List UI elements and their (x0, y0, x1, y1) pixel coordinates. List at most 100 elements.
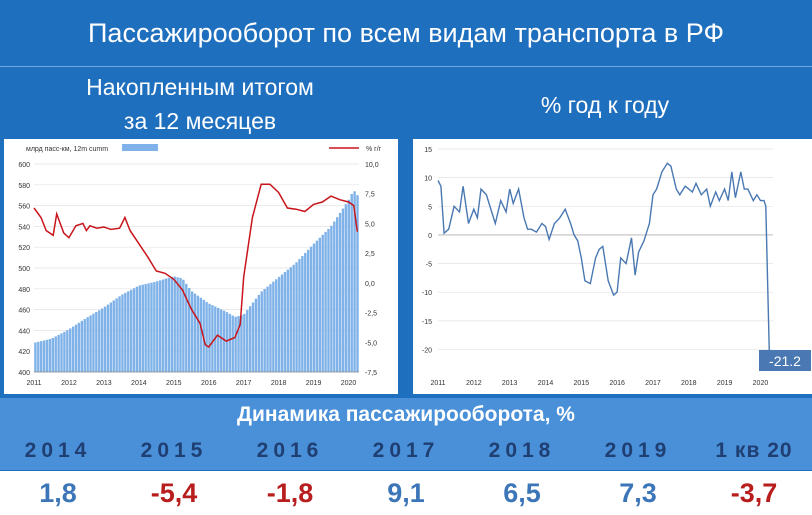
bar (132, 288, 136, 372)
y-tick-label: 560 (18, 204, 30, 211)
bar (205, 301, 208, 372)
bar (275, 279, 278, 372)
bar (69, 328, 72, 372)
dynamics-values-row: 1,8 -5,4 -1,8 9,1 6,5 7,3 -3,7 (0, 471, 812, 515)
x-tick-label: 2011 (26, 380, 41, 387)
right-subtitle: % год к году (540, 92, 670, 118)
bar (231, 315, 234, 372)
bar (190, 291, 194, 372)
legend-line-label: % г/г (366, 146, 382, 153)
bar (150, 282, 153, 372)
x-tick-label: 2013 (96, 380, 112, 387)
bar (324, 231, 327, 372)
y-tick-label: 600 (18, 162, 30, 169)
bar (301, 256, 304, 372)
last-value-label: -21.2 (769, 353, 801, 369)
bar (118, 296, 121, 372)
value-cell: 7,3 (619, 478, 657, 508)
x-tick-label: 2017 (645, 380, 661, 387)
bar (63, 331, 66, 372)
y-tick-label: 500 (18, 266, 30, 273)
bar (103, 306, 107, 372)
bar (318, 237, 321, 372)
bar (60, 333, 63, 372)
bar (51, 337, 55, 372)
bar (127, 291, 130, 372)
bar (156, 281, 159, 372)
y-tick-label: -20 (422, 348, 432, 355)
right-chart-grid (438, 148, 773, 350)
bar (100, 308, 104, 372)
bar (158, 280, 162, 372)
y-tick-label: 420 (18, 349, 30, 356)
y-tick-label: 480 (18, 287, 30, 294)
bar (283, 272, 287, 372)
x-tick-label: 2019 (306, 380, 322, 387)
bar (333, 221, 336, 372)
y-tick-label: -10 (422, 290, 432, 297)
y2-tick-label: 7,5 (365, 192, 375, 199)
bar (315, 240, 319, 372)
y-tick-label: 5 (428, 204, 432, 211)
bar (164, 278, 168, 372)
bar (217, 307, 220, 372)
bar (248, 306, 252, 372)
y-tick-label: 10 (424, 176, 432, 183)
y2-tick-label: -2,5 (365, 311, 377, 318)
x-tick-label: 2020 (753, 380, 769, 387)
bar (208, 303, 211, 372)
bar (71, 326, 75, 372)
bar (347, 199, 350, 372)
bar (304, 252, 307, 372)
bar (240, 315, 243, 372)
bar (124, 292, 127, 372)
bar (309, 246, 313, 372)
x-tick-label: 2014 (131, 380, 147, 387)
bar (37, 341, 40, 372)
bar (266, 286, 269, 372)
year-cell: 2018 (488, 439, 556, 462)
y-tick-label: 540 (18, 224, 30, 231)
y-tick-label: -5 (426, 262, 432, 269)
bar (109, 302, 113, 372)
value-cell: 6,5 (503, 478, 541, 508)
yoy-pct-line (437, 162, 771, 357)
bar (54, 336, 57, 372)
bar (179, 277, 182, 372)
year-cell: 2016 (256, 439, 324, 462)
bar (176, 277, 179, 372)
bar (144, 284, 147, 372)
y2-tick-label: -5,0 (365, 340, 377, 347)
year-cell: 2017 (372, 439, 440, 462)
year-cell: 2019 (604, 439, 672, 462)
yoy-chart: 15 10 5 0 -5 -10 -15 -20 2011 2012 2013 2014 2015 201… (422, 147, 811, 387)
y-tick-label: -15 (422, 319, 432, 326)
yoy-chart-panel: 15 10 5 0 -5 -10 -15 -20 2011 2012 2013 2014 2015 201… (413, 139, 812, 394)
bar (286, 269, 290, 372)
bar (42, 340, 46, 372)
bar (289, 267, 292, 372)
year-cell: 2015 (140, 439, 208, 462)
x-tick-label: 2012 (61, 380, 77, 387)
x-tick-label: 2020 (341, 380, 357, 387)
bar (327, 228, 330, 372)
bar (295, 262, 298, 372)
y-tick-label: 400 (18, 370, 30, 377)
bar (196, 295, 200, 372)
bar (185, 283, 188, 372)
bar (272, 281, 275, 372)
x-tick-label: 2015 (574, 380, 590, 387)
bar (222, 310, 226, 372)
y2-tick-label: 0,0 (365, 281, 375, 288)
x-tick-label: 2018 (271, 380, 287, 387)
bar (257, 294, 261, 372)
year-cell: 2014 (24, 439, 92, 462)
x-tick-label: 2011 (430, 380, 445, 387)
bar (251, 302, 255, 372)
bar (193, 293, 197, 372)
bar (338, 212, 342, 372)
bar (167, 277, 171, 372)
bar (182, 279, 185, 372)
x-tick-label: 2013 (502, 380, 518, 387)
bar (330, 225, 333, 372)
